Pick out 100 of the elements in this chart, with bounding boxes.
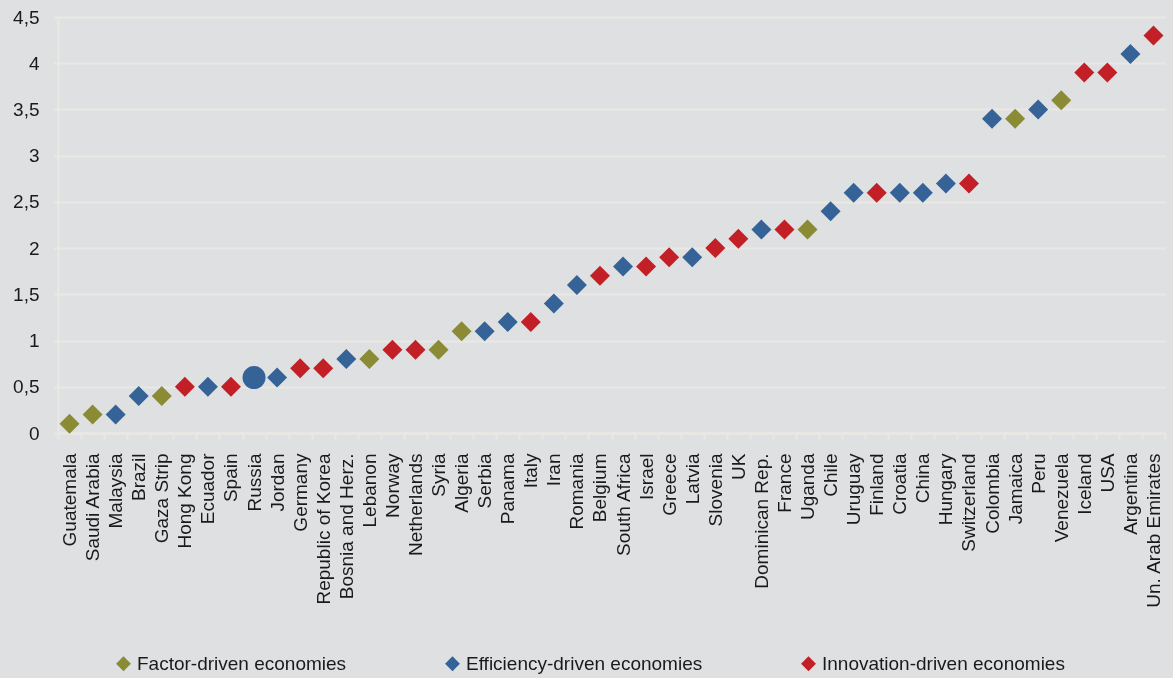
x-tick-label: Jamaica [1004, 453, 1026, 525]
point [728, 228, 749, 249]
point [1074, 62, 1095, 83]
point [751, 219, 772, 240]
x-tick-label: Malaysia [105, 453, 127, 529]
point [843, 182, 864, 203]
point [382, 339, 403, 360]
point [1120, 43, 1141, 64]
point [451, 321, 472, 342]
point [313, 358, 334, 379]
point [636, 256, 657, 277]
point [820, 201, 841, 222]
point [497, 312, 518, 333]
x-tick-label: Brazil [128, 453, 150, 502]
point [1028, 99, 1049, 120]
point [1097, 62, 1118, 83]
point [242, 366, 266, 390]
x-tick-label: Spain [220, 453, 242, 503]
point [912, 182, 933, 203]
x-tick-label: Germany [289, 453, 311, 532]
y-tick-label: 0,5 [13, 376, 40, 398]
point [267, 367, 288, 388]
x-tick-label: Israel [635, 453, 657, 500]
x-tick-label: Peru [1027, 453, 1049, 494]
x-tick-label: Italy [520, 453, 542, 489]
point [151, 386, 172, 407]
point [889, 182, 910, 203]
x-tick-label: Iceland [1073, 453, 1095, 515]
x-tick-label: Iran [543, 453, 565, 487]
x-tick-label: Serbia [474, 453, 496, 509]
point [82, 404, 103, 425]
point [220, 376, 241, 397]
y-tick-label: 2 [28, 237, 40, 259]
point [682, 247, 703, 268]
point [197, 376, 218, 397]
x-tick-label: Lebanon [358, 453, 380, 528]
point [935, 173, 956, 194]
point [613, 256, 634, 277]
x-tick-label: Netherlands [404, 453, 426, 556]
point [866, 182, 887, 203]
x-tick-label: Hungary [935, 453, 957, 526]
x-tick-label: Russia [243, 453, 265, 512]
x-tick-label: UK [727, 453, 749, 480]
x-tick-label: Norway [381, 453, 403, 518]
point [59, 413, 80, 434]
x-tick-label: Uganda [797, 453, 819, 521]
x-tick-label: Chile [820, 453, 842, 497]
y-tick-label: 2,5 [13, 191, 40, 213]
x-tick-label: Greece [658, 453, 680, 516]
point [659, 247, 680, 268]
x-tick-label: Dominican Rep. [750, 453, 772, 589]
point [982, 108, 1003, 129]
x-tick-label: South Africa [612, 453, 634, 556]
point [359, 349, 380, 370]
x-tick-label: Romania [566, 453, 588, 530]
point [405, 339, 426, 360]
point [1143, 25, 1164, 46]
x-tick-label: Republic of Korea [312, 453, 334, 605]
x-tick-label: China [912, 453, 934, 504]
y-tick-label: 1 [28, 330, 40, 352]
y-tick-label: 1,5 [13, 283, 40, 305]
x-tick-label: Finland [866, 453, 888, 516]
point [336, 349, 357, 370]
x-tick-label: Saudi Arabia [82, 453, 104, 562]
x-tick-label: Croatia [889, 453, 911, 515]
y-tick-label: 4 [28, 52, 40, 74]
legend-label: Factor-driven economies [137, 652, 347, 674]
point [589, 265, 610, 286]
point [1051, 90, 1072, 111]
x-tick-label: France [773, 453, 795, 513]
x-tick-label: Venezuela [1050, 453, 1072, 543]
point [543, 293, 564, 314]
point [1005, 108, 1026, 129]
x-tick-label: Jordan [266, 453, 288, 512]
x-tick-label: Syria [428, 453, 450, 497]
y-tick-label: 4,5 [13, 6, 40, 28]
y-tick-label: 3,5 [13, 98, 40, 120]
x-tick-label: Hong Kong [174, 453, 196, 549]
point [174, 376, 195, 397]
x-tick-label: Uruguay [843, 453, 865, 526]
x-tick-label: Algeria [451, 453, 473, 513]
point [105, 404, 126, 425]
x-tick-label: Guatemala [59, 453, 81, 547]
point [774, 219, 795, 240]
x-tick-label: Panama [497, 453, 519, 525]
point [705, 238, 726, 259]
x-tick-label: Argentina [1119, 453, 1141, 535]
x-tick-label: Latvia [681, 453, 703, 505]
legend-label: Innovation-driven economies [822, 652, 1065, 674]
legend-label: Efficiency-driven economies [466, 652, 703, 674]
point [797, 219, 818, 240]
point [958, 173, 979, 194]
point [474, 321, 495, 342]
x-tick-label: Bosnia and Herz. [335, 453, 357, 600]
point [128, 386, 149, 407]
x-tick-label: USA [1096, 453, 1118, 493]
x-tick-label: Slovenia [704, 453, 726, 527]
point [520, 312, 541, 333]
x-tick-label: Colombia [981, 453, 1003, 534]
point [428, 339, 449, 360]
